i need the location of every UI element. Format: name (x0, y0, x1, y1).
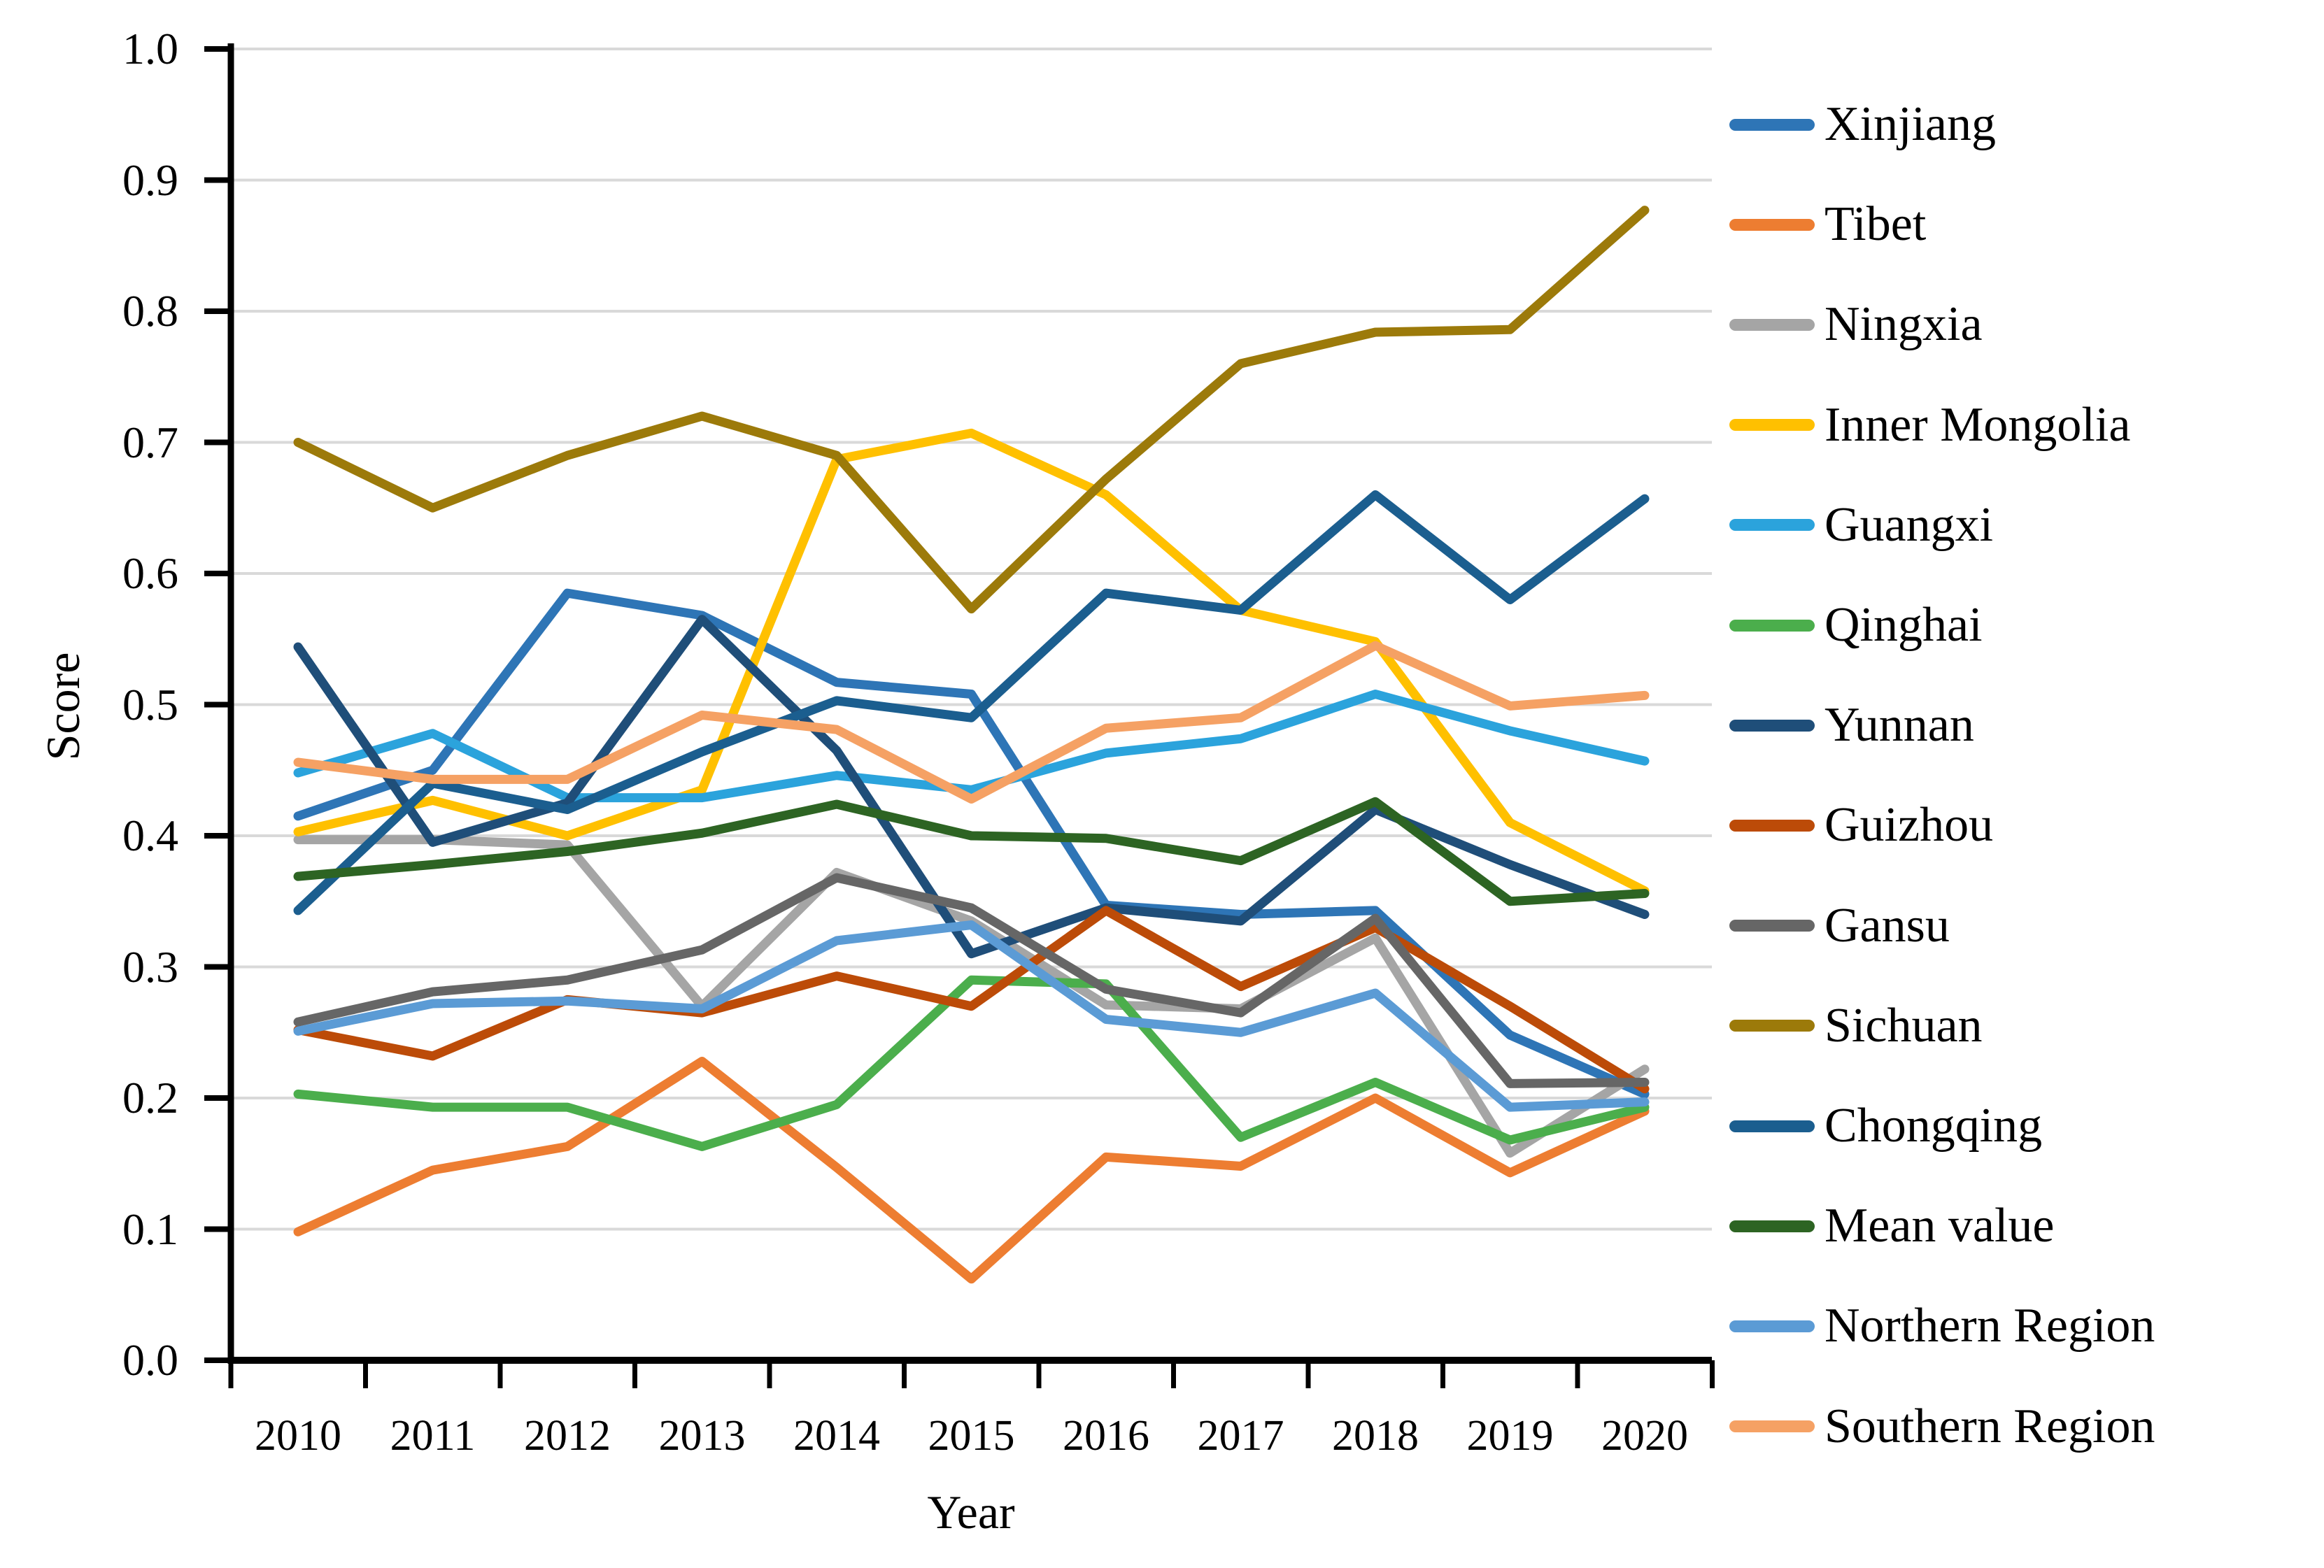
legend-swatch-guangxi (1729, 519, 1815, 532)
legend-label-guangxi: Guangxi (1825, 497, 1994, 552)
y-tick-label: 0.7 (122, 417, 178, 467)
y-tick-label: 0.2 (122, 1073, 178, 1122)
series-line-guizhou (293, 906, 1650, 1094)
x-tick-label: 2020 (1601, 1412, 1688, 1460)
series-line-chongqing (293, 490, 1650, 915)
legend-label-guizhou: Guizhou (1825, 798, 1994, 853)
x-tick-label: 2010 (255, 1412, 341, 1460)
legend-label-sichuan: Sichuan (1825, 998, 1983, 1053)
legend-swatch-xinjiang (1729, 118, 1815, 131)
legend-swatch-guizhou (1729, 819, 1815, 832)
x-tick-label: 2019 (1466, 1412, 1554, 1460)
gridlines (231, 48, 1712, 1231)
legend-item-mean-value: Mean value (1729, 1198, 2054, 1254)
legend-swatch-southern-region (1729, 1420, 1815, 1433)
legend-swatch-chongqing (1729, 1120, 1815, 1132)
series-line-qinghai (293, 975, 1650, 1151)
legend-item-xinjiang: Xinjiang (1729, 97, 1996, 152)
series-line-southern-region (293, 641, 1650, 804)
y-tick-label: 0.9 (122, 155, 178, 205)
legend-label-yunnan: Yunnan (1825, 698, 1974, 753)
legend-item-sichuan: Sichuan (1729, 998, 1983, 1054)
y-tick-label: 0.1 (122, 1204, 178, 1254)
legend-label-qinghai: Qinghai (1825, 598, 1983, 652)
x-tick-label: 2013 (658, 1412, 746, 1460)
legend-label-ningxia: Ningxia (1825, 297, 1983, 352)
legend-item-gansu: Gansu (1729, 898, 1950, 954)
legend-label-northern-region: Northern Region (1825, 1299, 2155, 1353)
x-axis-title: Year (927, 1485, 1015, 1539)
legend-item-guangxi: Guangxi (1729, 497, 1993, 553)
legend-item-inner-mongolia: Inner Mongolia (1729, 397, 2130, 453)
x-tick-label: 2014 (793, 1412, 880, 1460)
legend-swatch-northern-region (1729, 1320, 1815, 1332)
legend-swatch-yunnan (1729, 719, 1815, 732)
legend-item-yunnan: Yunnan (1729, 697, 1974, 753)
y-tick-label: 0.5 (122, 679, 178, 729)
x-tick-label: 2018 (1332, 1412, 1419, 1460)
legend-swatch-sichuan (1729, 1020, 1815, 1032)
series-line-yunnan (293, 615, 1650, 959)
series-line-tibet (293, 1057, 1650, 1284)
legend-item-ningxia: Ningxia (1729, 297, 1983, 352)
legend-swatch-ningxia (1729, 318, 1815, 331)
legend-label-gansu: Gansu (1825, 898, 1950, 953)
axes (204, 43, 1715, 1388)
legend-label-tibet: Tibet (1825, 197, 1927, 252)
legend-item-northern-region: Northern Region (1729, 1298, 2155, 1354)
legend-item-tibet: Tibet (1729, 197, 1926, 252)
legend-item-chongqing: Chongqing (1729, 1098, 2042, 1154)
legend-swatch-qinghai (1729, 619, 1815, 632)
series-line-gansu (293, 873, 1650, 1088)
series-line-mean-value (293, 797, 1650, 906)
y-tick-label: 1.0 (122, 24, 178, 73)
series-lines (293, 206, 1650, 1284)
y-tick-label: 0.3 (122, 941, 178, 992)
y-tick-label: 0.6 (122, 548, 178, 598)
legend-swatch-mean-value (1729, 1220, 1815, 1232)
series-line-sichuan (293, 206, 1650, 614)
y-tick-label: 0.8 (122, 286, 178, 336)
x-tick-label: 2011 (390, 1412, 476, 1460)
x-tick-label: 2012 (524, 1412, 611, 1460)
legend-item-southern-region: Southern Region (1729, 1399, 2155, 1455)
legend-swatch-gansu (1729, 920, 1815, 932)
y-tick-label: 0.0 (122, 1335, 178, 1385)
legend-label-mean-value: Mean value (1825, 1199, 2055, 1253)
x-tick-label: 2017 (1197, 1412, 1284, 1460)
y-tick-label: 0.4 (122, 811, 178, 860)
legend-swatch-inner-mongolia (1729, 419, 1815, 432)
legend-item-guizhou: Guizhou (1729, 797, 1993, 853)
x-tick-label: 2015 (928, 1412, 1015, 1460)
y-axis-title: Score (36, 652, 90, 761)
legend-label-xinjiang: Xinjiang (1825, 97, 1996, 151)
legend-label-inner-mongolia: Inner Mongolia (1825, 397, 2131, 452)
series-line-northern-region (293, 920, 1650, 1112)
legend-item-qinghai: Qinghai (1729, 597, 1983, 653)
legend-label-southern-region: Southern Region (1825, 1399, 2155, 1453)
legend-swatch-tibet (1729, 218, 1815, 231)
legend-label-chongqing: Chongqing (1825, 1099, 2043, 1153)
x-tick-label: 2016 (1063, 1412, 1149, 1460)
